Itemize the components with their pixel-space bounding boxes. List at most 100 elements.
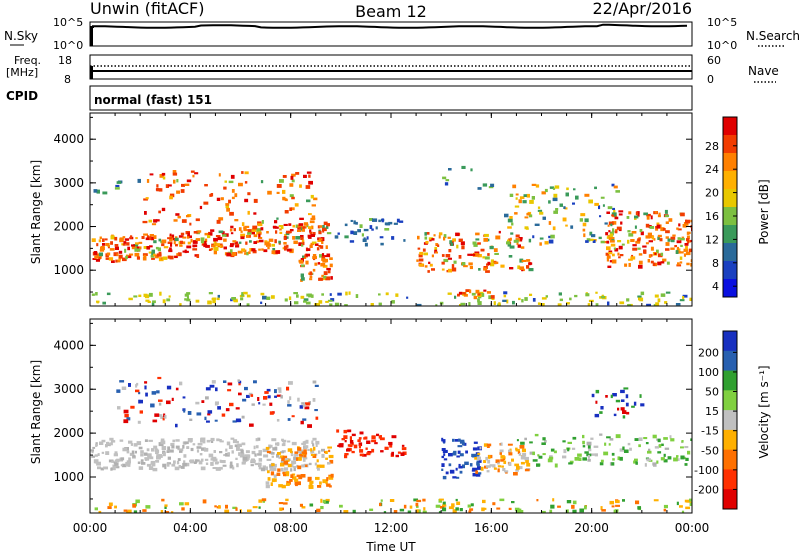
echo-cell xyxy=(187,232,190,237)
echo-cell xyxy=(175,439,180,442)
echo-cell xyxy=(541,510,546,513)
echo-cell xyxy=(526,462,531,467)
echo-cell xyxy=(241,171,244,174)
echo-cell xyxy=(472,467,477,472)
echo-cell xyxy=(480,466,484,471)
echo-cell xyxy=(592,239,596,243)
echo-cell xyxy=(449,240,453,245)
echo-cell xyxy=(689,498,692,502)
echo-cell xyxy=(531,196,535,200)
echo-cell xyxy=(236,463,239,468)
echo-cell xyxy=(142,220,148,224)
echo-cell xyxy=(267,470,270,474)
echo-cell xyxy=(275,226,279,229)
colorbar-segment xyxy=(723,117,737,136)
echo-cell xyxy=(122,243,126,246)
echo-cell xyxy=(166,385,172,390)
echo-cell xyxy=(653,238,656,241)
echo-cell xyxy=(661,443,664,446)
echo-cell xyxy=(336,429,340,433)
echo-cell xyxy=(271,438,277,442)
echo-cell xyxy=(462,262,466,265)
echo-cell xyxy=(422,510,427,513)
echo-cell xyxy=(125,255,128,260)
echo-cell xyxy=(441,254,445,257)
echo-cell xyxy=(656,224,661,229)
echo-cell xyxy=(257,223,263,227)
echo-cell xyxy=(222,234,227,237)
echo-cell xyxy=(105,243,110,246)
echo-cell xyxy=(650,260,654,264)
echo-cell xyxy=(210,248,214,251)
echo-cell xyxy=(498,230,501,234)
echo-cell xyxy=(401,447,407,451)
echo-cell xyxy=(623,387,629,390)
echo-cell xyxy=(178,465,182,469)
echo-cell xyxy=(130,235,133,239)
echo-cell xyxy=(280,395,283,399)
echo-cell xyxy=(308,226,312,229)
echo-cell xyxy=(509,237,512,241)
echo-cell xyxy=(292,476,297,480)
echo-cell xyxy=(456,455,460,458)
echo-cell xyxy=(302,255,305,258)
echo-cell xyxy=(431,254,434,258)
echo-cell xyxy=(302,452,308,455)
echo-cell xyxy=(651,236,655,240)
echo-cell xyxy=(464,461,469,465)
echo-cell xyxy=(615,399,621,403)
echo-cell xyxy=(153,240,157,244)
echo-cell xyxy=(613,185,618,189)
echo-cell xyxy=(305,301,311,305)
echo-cell xyxy=(177,215,181,219)
colorbar-tick-label: 16 xyxy=(705,210,719,223)
echo-cell xyxy=(99,441,104,445)
echo-cell xyxy=(204,447,209,451)
echo-cell xyxy=(323,500,329,504)
echo-cell xyxy=(518,199,522,204)
echo-cell xyxy=(509,267,514,270)
echo-cell xyxy=(289,479,293,482)
echo-cell xyxy=(508,255,513,258)
echo-cell xyxy=(190,238,193,243)
echo-cell xyxy=(258,232,262,235)
echo-cell xyxy=(459,439,465,444)
echo-cell xyxy=(330,276,333,280)
echo-cell xyxy=(348,291,351,295)
echo-cell xyxy=(113,252,119,257)
echo-cell xyxy=(279,179,284,183)
echo-cell xyxy=(219,459,222,463)
echo-cell xyxy=(453,450,457,455)
echo-cell xyxy=(320,506,324,510)
echo-cell xyxy=(682,224,687,228)
echo-cell xyxy=(300,455,303,458)
echo-cell xyxy=(304,440,309,444)
echo-cell xyxy=(650,215,653,220)
echo-cell xyxy=(670,247,675,250)
echo-cell xyxy=(516,465,520,470)
echo-cell xyxy=(499,498,505,502)
echo-cell xyxy=(176,179,179,183)
echo-cell xyxy=(330,298,335,302)
echo-cell xyxy=(194,172,199,175)
echo-cell xyxy=(334,235,339,239)
echo-cell xyxy=(258,506,261,509)
echo-cell xyxy=(318,245,322,248)
echo-cell xyxy=(196,449,200,453)
echo-cell xyxy=(291,196,295,200)
echo-cell xyxy=(209,232,213,236)
echo-cell xyxy=(223,380,227,383)
echo-cell xyxy=(503,291,508,295)
echo-cell xyxy=(517,244,521,248)
echo-cell xyxy=(197,230,202,233)
echo-cell xyxy=(292,236,296,240)
echo-cell xyxy=(133,295,138,298)
freq-left-bar xyxy=(90,66,93,79)
echo-cell xyxy=(279,507,283,511)
echo-cell xyxy=(149,456,154,460)
echo-cell xyxy=(575,195,579,200)
echo-cell xyxy=(586,441,592,446)
echo-cell xyxy=(294,481,299,486)
echo-cell xyxy=(319,225,323,228)
echo-cell xyxy=(477,466,481,470)
